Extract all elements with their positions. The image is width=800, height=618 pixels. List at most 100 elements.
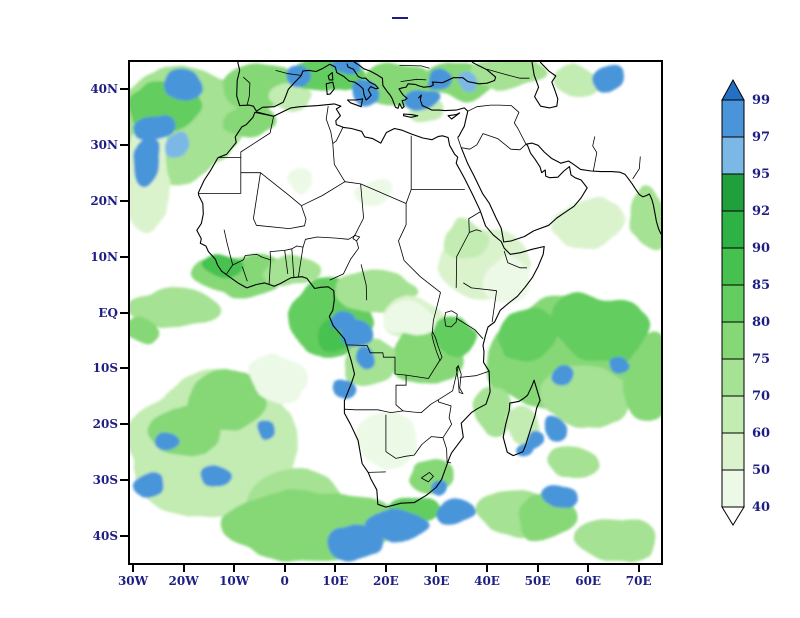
colorbar-box — [721, 284, 745, 323]
border-line — [385, 436, 444, 459]
africa-humidity-map — [130, 62, 661, 559]
border-line — [241, 266, 248, 282]
border-line — [463, 282, 497, 292]
border-line — [503, 250, 527, 269]
x-tick-label: 40E — [474, 574, 500, 588]
y-tick — [120, 367, 128, 370]
y-tick-label: 10S — [92, 361, 118, 376]
coast-corsica — [327, 72, 334, 81]
y-tick-label: EQ — [98, 305, 118, 320]
border-line — [223, 229, 355, 266]
border-line — [218, 111, 274, 158]
x-tick-label: 60E — [575, 574, 602, 588]
border-line — [240, 172, 302, 207]
y-tick-label: 30S — [92, 473, 118, 488]
lake-victoria — [444, 310, 458, 328]
colorbar: 40 50 60 70 75 80 85 90 92 95 97 99 — [721, 78, 770, 526]
x-tick — [132, 565, 135, 572]
x-tick-label: 70E — [625, 574, 652, 588]
border-line — [491, 290, 497, 323]
colorbar-label: 70 — [752, 389, 770, 404]
border-line — [332, 127, 346, 182]
lakes — [352, 234, 464, 395]
border-line — [457, 137, 462, 148]
border-line — [442, 437, 452, 464]
colorbar-label: 95 — [752, 167, 770, 182]
colorbar-label: 50 — [752, 463, 770, 478]
colorbar-label: 80 — [752, 315, 770, 330]
border-line — [486, 68, 530, 79]
border-line — [467, 104, 527, 145]
colorbar-label: 99 — [752, 93, 770, 108]
border-line — [395, 359, 441, 412]
border-line — [243, 76, 251, 105]
border-line — [284, 250, 289, 274]
y-tick — [120, 423, 128, 426]
border-line — [632, 156, 641, 180]
y-tick-label: 40N — [90, 81, 118, 96]
x-tick — [384, 565, 387, 572]
colorbar-box — [721, 321, 745, 360]
lake-chad — [352, 234, 361, 242]
coast-crete — [403, 113, 419, 118]
country-borders — [198, 65, 641, 483]
border-line — [399, 65, 430, 69]
border-line — [275, 70, 301, 76]
border-line — [329, 240, 359, 281]
border-line — [360, 183, 407, 204]
border-line — [226, 264, 234, 275]
y-tick — [120, 311, 128, 314]
border-line — [455, 317, 484, 340]
border-line — [432, 292, 441, 332]
colorbar-label: 60 — [752, 426, 770, 441]
border-line — [268, 259, 271, 285]
x-tick-label: 20W — [168, 574, 199, 588]
x-tick — [334, 565, 337, 572]
colorbar-box — [721, 136, 745, 175]
colorbar-label: 85 — [752, 278, 770, 293]
coast-cyprus — [447, 112, 461, 120]
border-line — [461, 133, 527, 151]
x-tick — [283, 565, 286, 572]
y-tick — [120, 87, 128, 90]
coast-africa — [196, 103, 545, 508]
colorbar-label: 92 — [752, 204, 770, 219]
border-line — [346, 344, 407, 376]
border-line — [298, 247, 304, 277]
coastlines — [196, 62, 661, 508]
x-tick-label: 10W — [219, 574, 250, 588]
humidity-field — [130, 62, 661, 559]
coast-iberia-france — [236, 62, 324, 112]
y-tick — [120, 143, 128, 146]
colorbar-box — [721, 358, 745, 397]
colorbar-box — [721, 395, 745, 434]
colorbar-box — [721, 469, 745, 508]
coast-sardinia — [325, 81, 335, 95]
x-tick — [435, 565, 438, 572]
y-tick-label: 10N — [90, 249, 118, 264]
x-tick — [637, 565, 640, 572]
x-tick-label: 30E — [423, 574, 450, 588]
x-tick — [536, 565, 539, 572]
border-line — [325, 106, 334, 144]
coast-italy — [322, 63, 379, 101]
y-tick — [120, 199, 128, 202]
border-line — [592, 136, 598, 172]
x-tick — [233, 565, 236, 572]
border-line — [405, 135, 412, 204]
colorbar-box — [721, 210, 745, 249]
colorbar-arrow-top — [721, 78, 745, 101]
x-tick — [486, 565, 489, 572]
border-line — [368, 471, 386, 473]
map-frame — [128, 60, 663, 565]
colorbar-label: 90 — [752, 241, 770, 256]
coast-balkans-blacksea — [353, 62, 497, 109]
border-line — [291, 248, 295, 278]
colorbar-box — [721, 432, 745, 471]
border-line — [198, 157, 242, 194]
coast-arabia-gulf-india — [460, 142, 661, 243]
y-tick-label: 40S — [92, 529, 118, 544]
border-line — [459, 370, 490, 378]
coast-caspian — [531, 62, 559, 109]
